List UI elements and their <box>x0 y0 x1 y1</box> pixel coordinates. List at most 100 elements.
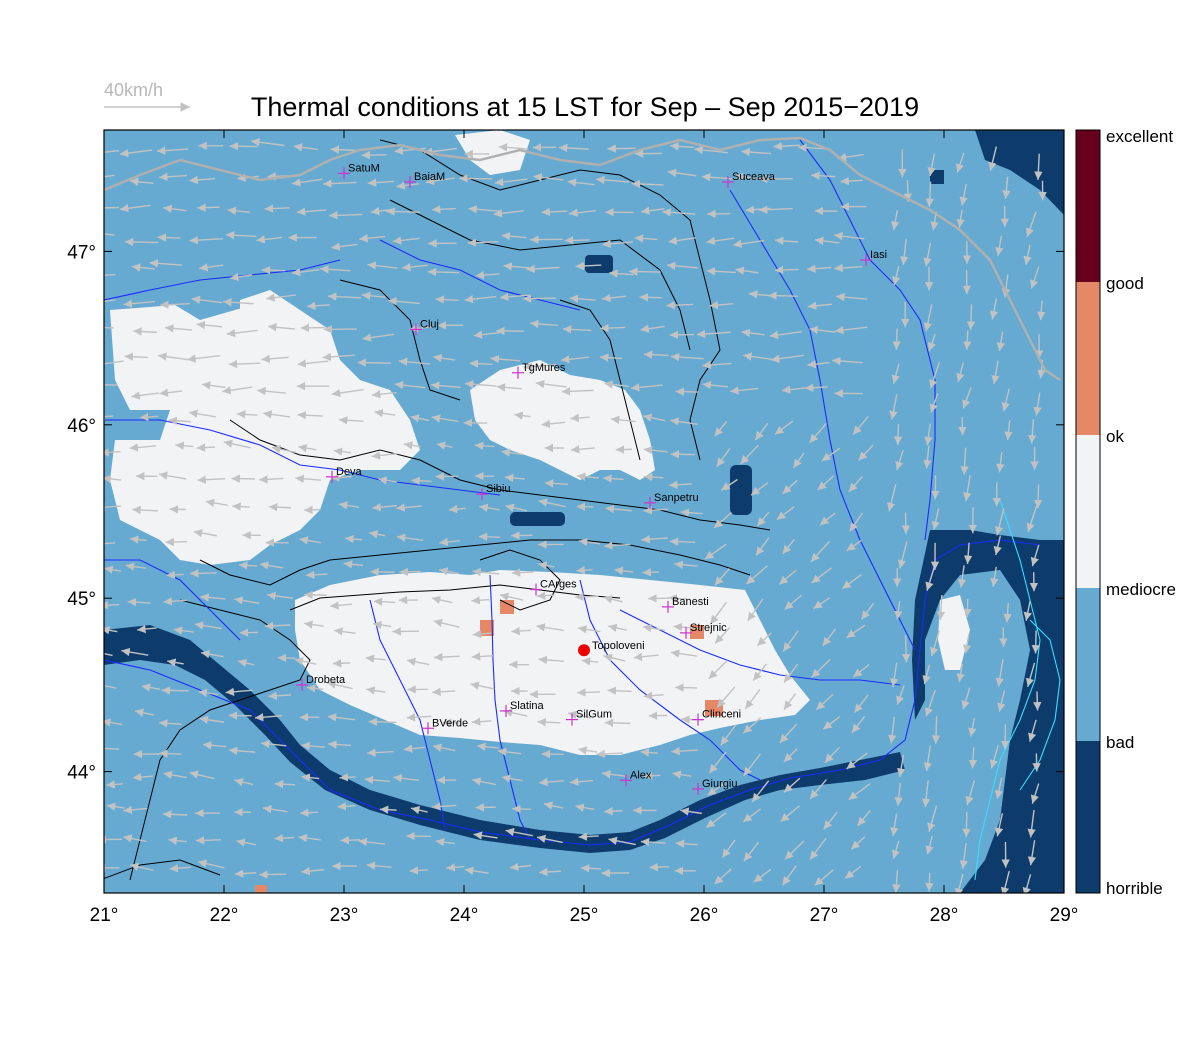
colorbar-frame <box>1075 129 1101 894</box>
wind-arrow <box>494 177 528 187</box>
wind-arrow <box>523 362 557 371</box>
wind-arrow <box>227 206 250 215</box>
wind-arrow <box>642 623 665 633</box>
wind-arrow <box>297 410 323 420</box>
wind-arrow <box>596 749 624 759</box>
wind-arrow <box>824 746 840 764</box>
horrible-zone-danube-west <box>104 625 905 853</box>
wind-arrow <box>104 149 119 154</box>
wind-arrow <box>522 294 556 303</box>
wind-arrow <box>175 441 194 450</box>
wind-arrow <box>925 835 934 855</box>
wind-arrow <box>600 323 626 333</box>
wind-arrow <box>716 686 736 708</box>
wind-arrow <box>962 811 971 838</box>
wind-arrow <box>742 808 761 823</box>
wind-arrow <box>891 210 900 231</box>
wind-arrow <box>200 650 224 659</box>
wind-arrow <box>643 350 669 359</box>
city-label: BaiaM <box>414 171 445 183</box>
wind-arrow <box>675 839 698 848</box>
wind-arrow <box>995 813 1004 837</box>
wind-arrow <box>807 301 833 310</box>
wind-arrow <box>268 502 291 512</box>
wind-arrow <box>720 724 737 746</box>
wind-arrow <box>603 595 623 604</box>
wind-arrow <box>511 568 534 577</box>
wind-arrow <box>988 146 998 171</box>
wind-arrow <box>846 752 868 770</box>
wind-arrow <box>234 869 257 878</box>
wind-arrow <box>503 262 530 271</box>
wind-arrow <box>156 146 189 155</box>
wind-arrow <box>608 623 627 633</box>
wind-arrow <box>901 512 911 534</box>
wind-arrow <box>471 652 494 661</box>
wind-arrow <box>291 178 323 187</box>
wind-arrow <box>330 145 356 154</box>
wind-arrow <box>133 327 157 336</box>
wind-arrow <box>225 687 253 696</box>
wind-arrow <box>852 664 870 678</box>
wind-arrow <box>131 391 159 400</box>
wind-arrow <box>708 659 728 680</box>
wind-arrow <box>263 410 291 419</box>
wind-arrow <box>124 237 158 247</box>
wind-arrow <box>396 181 420 190</box>
wind-arrow <box>499 592 524 601</box>
wind-arrow <box>956 209 965 228</box>
wind-arrow <box>756 511 770 527</box>
wind-arrow <box>643 446 668 455</box>
wind-arrow <box>965 780 976 806</box>
wind-arrow <box>434 652 460 662</box>
wind-arrow <box>813 597 831 610</box>
wind-arrow <box>330 473 353 482</box>
wind-arrow <box>923 745 932 772</box>
wind-arrow <box>990 566 999 587</box>
wind-arrow <box>293 143 318 152</box>
wind-arrow <box>166 570 184 580</box>
wind-arrow <box>570 413 590 423</box>
wind-arrow <box>163 204 187 213</box>
wind-arrow <box>849 512 864 532</box>
wind-arrow <box>752 663 768 682</box>
wind-arrow <box>892 265 901 286</box>
colorbar-good <box>1076 282 1100 435</box>
wind-arrow <box>735 266 759 275</box>
wind-arrow <box>189 569 217 578</box>
wind-arrow <box>776 506 795 521</box>
wind-arrow <box>577 688 600 697</box>
wind-arrow <box>104 412 114 421</box>
wind-arrow <box>187 354 221 363</box>
wind-arrow <box>160 300 191 309</box>
wind-arrow <box>643 771 661 781</box>
wind-arrow <box>371 390 397 399</box>
wind-arrow <box>398 357 430 366</box>
wind-arrow <box>666 261 698 271</box>
wind-arrow <box>345 534 363 544</box>
wind-arrow <box>436 441 453 450</box>
city-label: SatuM <box>348 162 380 174</box>
colorbar-bad <box>1076 741 1100 893</box>
wind-arrow <box>669 537 696 546</box>
wind-arrow <box>137 624 157 634</box>
wind-arrow <box>961 687 971 710</box>
wind-arrow <box>104 448 121 457</box>
lon-tick-label: 24° <box>450 905 479 926</box>
wind-arrow <box>264 621 291 631</box>
wind-arrow <box>670 417 698 426</box>
wind-arrow <box>464 294 497 304</box>
wind-arrow <box>410 806 428 815</box>
city-label: Slatina <box>510 700 545 712</box>
wind-arrow <box>394 380 426 390</box>
wind-arrow <box>931 508 940 531</box>
colorbar-label-ok: ok <box>1106 427 1124 446</box>
wind-arrow <box>575 592 599 601</box>
colorbar-label-horrible: horrible <box>1106 879 1163 898</box>
wind-arrow <box>782 538 795 555</box>
wind-arrow <box>514 411 531 420</box>
wind-arrow <box>968 717 977 737</box>
colorbar-ok <box>1076 435 1100 588</box>
wind-arrow <box>149 259 182 268</box>
wind-arrow <box>442 718 460 727</box>
